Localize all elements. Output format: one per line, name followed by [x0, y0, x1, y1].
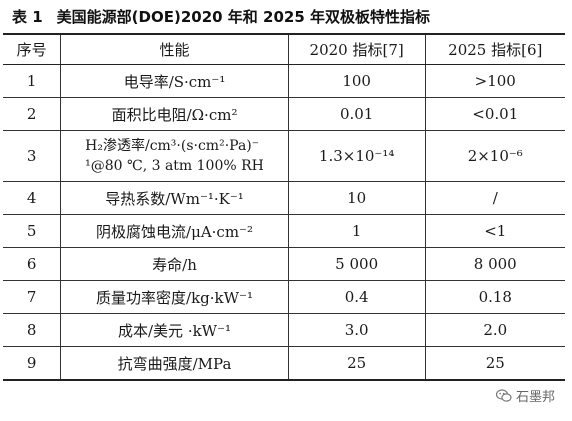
row-value-2025: <0.01	[424, 97, 565, 131]
row-value-2020: 10	[287, 181, 426, 215]
table-header-row: 序号 性能 2020 指标[7] 2025 指标[6]	[3, 33, 565, 65]
table-title: 美国能源部(DOE)2020 年和 2025 年双极板特性指标	[56, 8, 430, 26]
table-row: 9 抗弯曲强度/MPa 25 25	[3, 346, 565, 381]
watermark: 石墨邦	[492, 386, 558, 405]
table-row: 3 H₂渗透率/cm³·(s·cm²·Pa)⁻ ¹@80 ℃, 3 atm 10…	[3, 130, 565, 182]
row-value-2025: 25	[424, 346, 565, 381]
property-two-line: H₂渗透率/cm³·(s·cm²·Pa)⁻ ¹@80 ℃, 3 atm 100%…	[85, 136, 264, 176]
table-row: 4 导热系数/Wm⁻¹·K⁻¹ 10 /	[3, 181, 565, 215]
table-row: 8 成本/美元 ·kW⁻¹ 3.0 2.0	[3, 313, 565, 347]
row-property: 导热系数/Wm⁻¹·K⁻¹	[60, 181, 289, 215]
header-property: 性能	[60, 33, 289, 65]
table-number: 表 1	[12, 8, 43, 26]
row-property: 阴极腐蚀电流/μA·cm⁻²	[60, 214, 289, 248]
property-line-2: ¹@80 ℃, 3 atm 100% RH	[85, 158, 264, 174]
row-no: 2	[3, 97, 62, 131]
row-value-2025: 0.18	[424, 280, 565, 314]
row-no: 7	[3, 280, 62, 314]
spec-table: 序号 性能 2020 指标[7] 2025 指标[6] 1 电导率/S·cm⁻¹…	[3, 33, 565, 381]
row-property: H₂渗透率/cm³·(s·cm²·Pa)⁻ ¹@80 ℃, 3 atm 100%…	[60, 130, 289, 182]
header-no: 序号	[3, 33, 62, 65]
row-no: 1	[3, 64, 62, 98]
row-value-2020: 3.0	[287, 313, 426, 347]
row-value-2025: 2.0	[424, 313, 565, 347]
row-property: 抗弯曲强度/MPa	[60, 346, 289, 381]
table-row: 5 阴极腐蚀电流/μA·cm⁻² 1 <1	[3, 214, 565, 248]
property-line-1: H₂渗透率/cm³·(s·cm²·Pa)⁻	[85, 138, 260, 154]
row-value-2025: /	[424, 181, 565, 215]
row-no: 8	[3, 313, 62, 347]
row-no: 6	[3, 247, 62, 281]
row-value-2020: 1.3×10⁻¹⁴	[287, 130, 426, 182]
header-2020: 2020 指标[7]	[287, 33, 426, 65]
row-value-2020: 100	[287, 64, 426, 98]
table-row: 2 面积比电阻/Ω·cm² 0.01 <0.01	[3, 97, 565, 131]
row-no: 5	[3, 214, 62, 248]
row-value-2025: >100	[424, 64, 565, 98]
row-value-2020: 25	[287, 346, 426, 381]
table-row: 7 质量功率密度/kg·kW⁻¹ 0.4 0.18	[3, 280, 565, 314]
row-no: 4	[3, 181, 62, 215]
watermark-text: 石墨邦	[515, 390, 555, 405]
table-row: 1 电导率/S·cm⁻¹ 100 >100	[3, 64, 565, 98]
row-property: 质量功率密度/kg·kW⁻¹	[60, 280, 289, 314]
row-value-2025: 8 000	[424, 247, 565, 281]
row-value-2025: 2×10⁻⁶	[424, 130, 565, 182]
row-value-2020: 1	[287, 214, 426, 248]
row-property: 寿命/h	[60, 247, 289, 281]
row-property: 面积比电阻/Ω·cm²	[60, 97, 289, 131]
row-value-2020: 0.4	[287, 280, 426, 314]
row-no: 3	[3, 130, 62, 182]
row-value-2020: 0.01	[287, 97, 426, 131]
row-value-2020: 5 000	[287, 247, 426, 281]
table-caption: 表 1 美国能源部(DOE)2020 年和 2025 年双极板特性指标	[12, 6, 430, 28]
row-property: 电导率/S·cm⁻¹	[60, 64, 289, 98]
header-2025: 2025 指标[6]	[424, 33, 565, 65]
table-row: 6 寿命/h 5 000 8 000	[3, 247, 565, 281]
row-no: 9	[3, 346, 62, 381]
row-value-2025: <1	[424, 214, 565, 248]
wechat-icon	[495, 388, 512, 403]
row-property: 成本/美元 ·kW⁻¹	[60, 313, 289, 347]
